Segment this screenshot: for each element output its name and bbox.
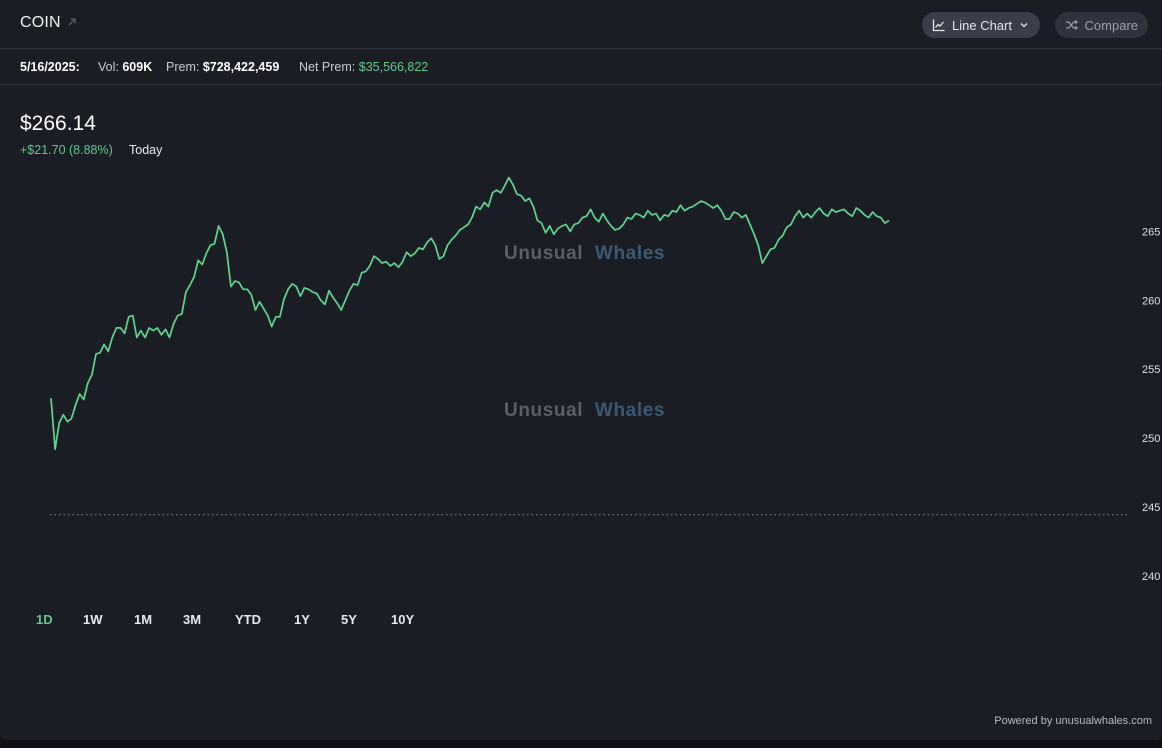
- range-5y[interactable]: 5Y: [341, 612, 357, 627]
- powered-by-text: Powered by unusualwhales.com: [994, 715, 1152, 727]
- chevron-down-icon: [1020, 23, 1028, 28]
- range-3m[interactable]: 3M: [183, 612, 202, 627]
- range-10y[interactable]: 10Y: [391, 612, 415, 627]
- line-chart-icon: [932, 19, 945, 32]
- y-tick-label: 255: [1142, 364, 1160, 376]
- chart-type-dropdown[interactable]: Line Chart: [922, 12, 1040, 38]
- shuffle-icon: [1065, 20, 1079, 30]
- stats-bar: 5/16/2025: Vol: 609K Prem: $728,422,459 …: [0, 49, 1162, 85]
- y-tick-label: 245: [1142, 502, 1160, 514]
- compare-button[interactable]: Compare: [1055, 12, 1148, 38]
- y-tick-label: 265: [1142, 226, 1160, 238]
- price-line: [50, 176, 890, 451]
- compare-label: Compare: [1084, 17, 1138, 33]
- price-chart[interactable]: 240 245 250 255 260 265: [0, 160, 1162, 590]
- range-1y[interactable]: 1Y: [294, 612, 310, 627]
- y-axis: 240 245 250 255 260 265: [1142, 226, 1160, 583]
- y-tick-label: 260: [1142, 295, 1160, 307]
- current-price: $266.14: [20, 112, 96, 135]
- header-bar: COIN Line Chart Compare: [0, 0, 1162, 49]
- range-1w[interactable]: 1W: [83, 612, 103, 627]
- external-link-icon[interactable]: [66, 16, 78, 28]
- range-1m[interactable]: 1M: [134, 612, 153, 627]
- y-tick-label: 250: [1142, 433, 1160, 445]
- range-ytd[interactable]: YTD: [235, 612, 261, 627]
- price-change: +$21.70 (8.88%): [20, 143, 113, 157]
- chart-type-label: Line Chart: [952, 17, 1012, 33]
- watermark-middle: Unusual Whales: [504, 400, 666, 421]
- stat-premium: Prem: $728,422,459: [166, 60, 280, 74]
- stat-net-premium: Net Prem: $35,566,822: [299, 60, 429, 74]
- stats-date: 5/16/2025:: [20, 60, 80, 74]
- range-selector: 1D 1W 1M 3M YTD 1Y 5Y 10Y: [0, 612, 600, 632]
- ticker-symbol[interactable]: COIN: [20, 14, 61, 31]
- stat-volume: Vol: 609K: [98, 60, 153, 74]
- watermark-top: Unusual Whales: [504, 243, 666, 264]
- y-tick-label: 240: [1142, 571, 1160, 583]
- range-1d[interactable]: 1D: [36, 612, 53, 627]
- change-period: Today: [129, 143, 163, 157]
